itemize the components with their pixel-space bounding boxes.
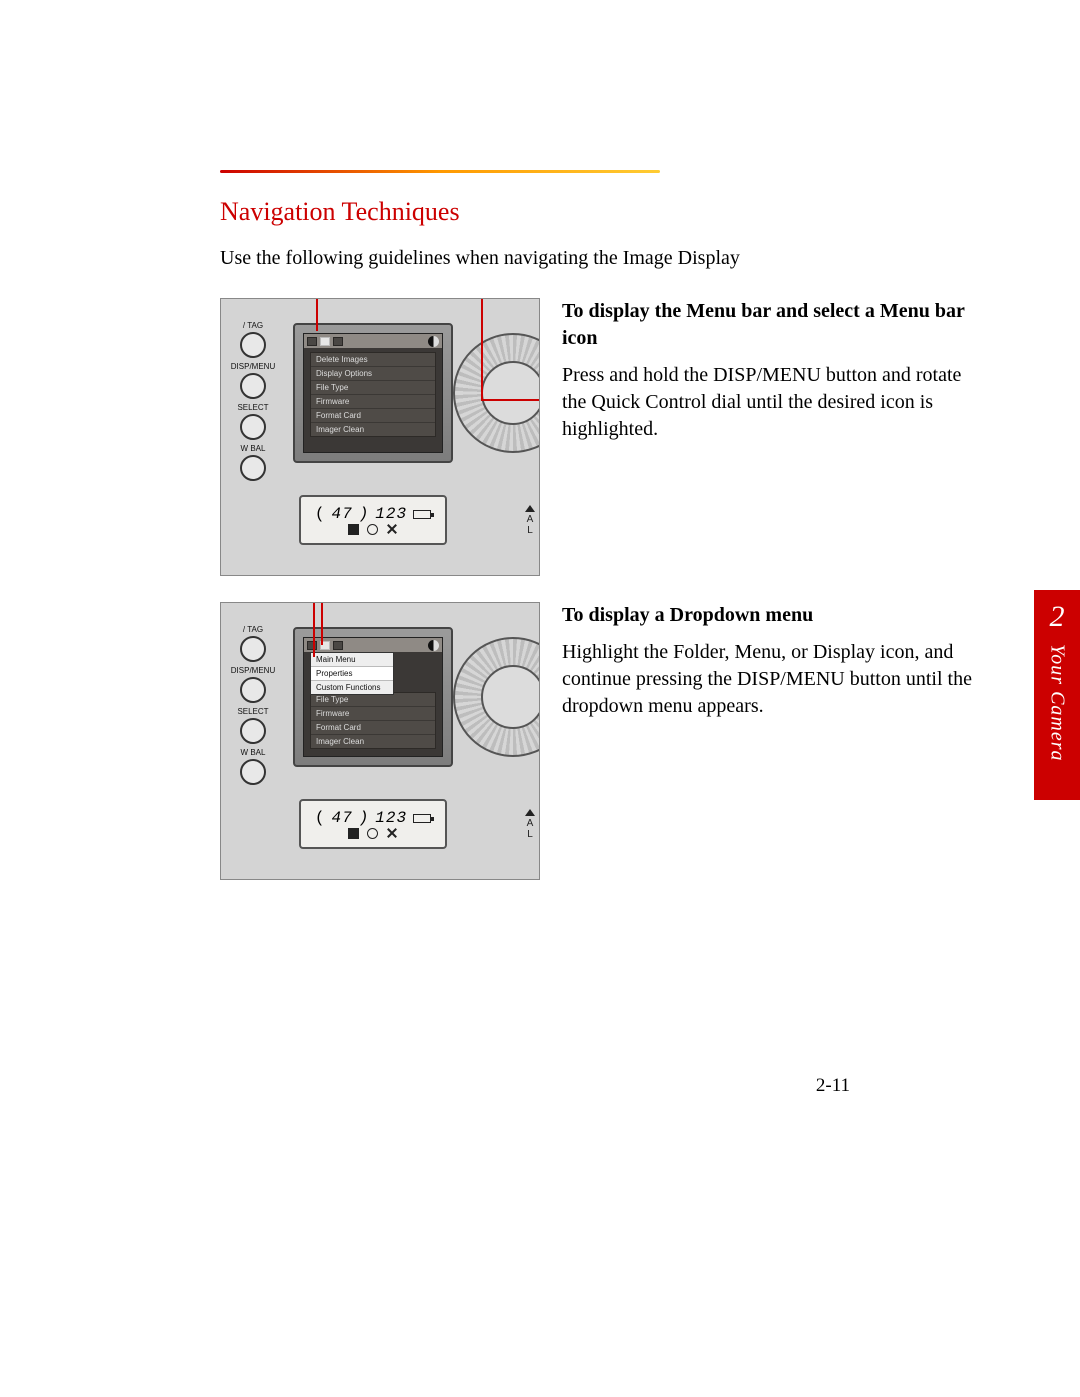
btn-label-wbal: W BAL bbox=[225, 748, 281, 757]
select-button bbox=[240, 414, 266, 440]
dropdown-item: Main Menu bbox=[311, 653, 393, 667]
callout-line bbox=[481, 399, 540, 401]
battery-icon bbox=[413, 814, 431, 823]
btn-label-tag: / TAG bbox=[225, 625, 281, 634]
menu-item: File Type bbox=[311, 693, 435, 707]
wbal-button bbox=[240, 759, 266, 785]
wbal-button bbox=[240, 455, 266, 481]
display-icon bbox=[333, 641, 343, 650]
lower-lcd: ( 47 ) 123 bbox=[299, 495, 447, 545]
wrench-icon bbox=[384, 521, 401, 538]
quick-control-dial bbox=[453, 333, 540, 453]
tag-button bbox=[240, 636, 266, 662]
menu-item: Display Options bbox=[311, 367, 435, 381]
battery-icon bbox=[413, 510, 431, 519]
block1-heading: To display the Menu bar and select a Men… bbox=[562, 298, 980, 352]
dot-icon bbox=[367, 524, 378, 535]
section-title: Navigation Techniques bbox=[220, 197, 980, 227]
mode-icon bbox=[348, 828, 359, 839]
folder-icon bbox=[307, 641, 317, 650]
contrast-icon bbox=[428, 336, 439, 347]
menu-item: Format Card bbox=[311, 409, 435, 423]
menu-bar bbox=[304, 638, 442, 652]
seg-left: 47 bbox=[331, 809, 352, 827]
dot-icon bbox=[367, 828, 378, 839]
callout-line bbox=[481, 298, 483, 399]
callout-line bbox=[313, 602, 315, 657]
menu-item: Firmware bbox=[311, 395, 435, 409]
menu-icon bbox=[320, 337, 330, 346]
dispmenu-button bbox=[240, 373, 266, 399]
display-icon bbox=[333, 337, 343, 346]
al-label: A L bbox=[525, 505, 535, 536]
camera-diagram-2: / TAG DISP/MENU SELECT W BAL bbox=[220, 602, 540, 880]
menu-item: Firmware bbox=[311, 707, 435, 721]
al-label: A L bbox=[525, 809, 535, 840]
main-lcd-frame: Delete Images Display Options File Type … bbox=[293, 323, 453, 463]
menu-list-1: Delete Images Display Options File Type … bbox=[310, 352, 436, 437]
page-number: 2-11 bbox=[816, 1075, 850, 1097]
callout-line bbox=[316, 298, 318, 331]
menu-bar bbox=[304, 334, 442, 348]
main-lcd-frame: Main Menu Properties Custom Functions Fi… bbox=[293, 627, 453, 767]
dropdown-item: Properties bbox=[311, 667, 393, 681]
btn-label-tag: / TAG bbox=[225, 321, 281, 330]
contrast-icon bbox=[428, 640, 439, 651]
instruction-block-2: / TAG DISP/MENU SELECT W BAL bbox=[220, 602, 980, 880]
menu-item: Imager Clean bbox=[311, 423, 435, 436]
btn-label-select: SELECT bbox=[225, 707, 281, 716]
dispmenu-button bbox=[240, 677, 266, 703]
btn-label-dispmenu: DISP/MENU bbox=[225, 362, 281, 371]
seg-left: 47 bbox=[331, 505, 352, 523]
menu-item: Delete Images bbox=[311, 353, 435, 367]
dropdown-menu: Main Menu Properties Custom Functions bbox=[310, 652, 394, 695]
menu-item: Imager Clean bbox=[311, 735, 435, 748]
chapter-number: 2 bbox=[1050, 600, 1065, 634]
block2-heading: To display a Dropdown menu bbox=[562, 602, 980, 629]
header-rule bbox=[220, 170, 660, 173]
select-button bbox=[240, 718, 266, 744]
camera-diagram-1: / TAG DISP/MENU SELECT W BAL bbox=[220, 298, 540, 576]
dropdown-item: Custom Functions bbox=[311, 681, 393, 694]
chapter-label: Your Camera bbox=[1046, 644, 1069, 762]
chapter-side-tab: 2 Your Camera bbox=[1034, 590, 1080, 800]
block1-body: Press and hold the DISP/MENU button and … bbox=[562, 362, 980, 443]
quick-control-dial bbox=[453, 637, 540, 757]
tag-button bbox=[240, 332, 266, 358]
menu-item: File Type bbox=[311, 381, 435, 395]
btn-label-select: SELECT bbox=[225, 403, 281, 412]
mode-icon bbox=[348, 524, 359, 535]
folder-icon bbox=[307, 337, 317, 346]
instruction-block-1: / TAG DISP/MENU SELECT W BAL bbox=[220, 298, 980, 576]
lower-lcd: ( 47 ) 123 bbox=[299, 799, 447, 849]
btn-label-wbal: W BAL bbox=[225, 444, 281, 453]
btn-label-dispmenu: DISP/MENU bbox=[225, 666, 281, 675]
menu-item: Format Card bbox=[311, 721, 435, 735]
menu-list-under: File Type Firmware Format Card Imager Cl… bbox=[310, 692, 436, 749]
wrench-icon bbox=[384, 825, 401, 842]
block2-body: Highlight the Folder, Menu, or Display i… bbox=[562, 639, 980, 720]
callout-line bbox=[321, 602, 323, 645]
intro-text: Use the following guidelines when naviga… bbox=[220, 247, 980, 270]
